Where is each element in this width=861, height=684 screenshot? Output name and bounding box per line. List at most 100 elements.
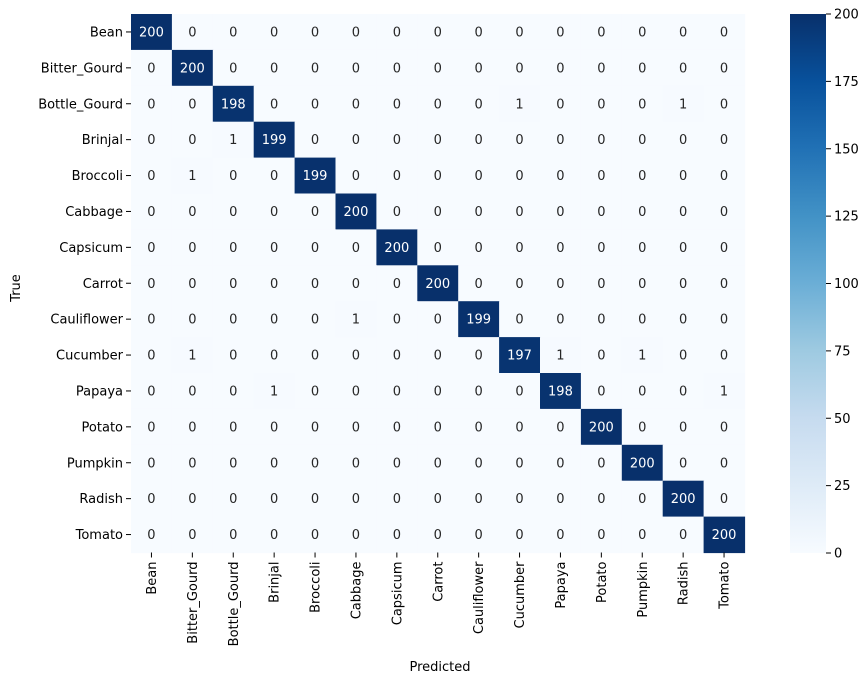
- heatmap-cell: [294, 85, 337, 123]
- heatmap-cell: [171, 516, 214, 554]
- heatmap-cell: [580, 265, 623, 302]
- cell-value-label: 200: [712, 528, 737, 543]
- heatmap-cell: [131, 516, 173, 554]
- y-tick-label: Brinjal: [82, 133, 123, 148]
- cell-value-label: 0: [720, 61, 728, 76]
- heatmap-cell: [580, 408, 623, 446]
- cell-value-label: 0: [393, 313, 401, 328]
- cell-value-label: 0: [352, 528, 360, 543]
- cell-value-label: 0: [475, 133, 483, 148]
- cell-value-label: 0: [188, 241, 196, 256]
- cell-value-label: 0: [352, 349, 360, 364]
- cell-value-label: 0: [188, 492, 196, 507]
- heatmap-cell: [376, 480, 418, 518]
- cell-value-label: 0: [393, 169, 401, 184]
- cell-value-label: 0: [597, 205, 605, 220]
- cell-value-label: 0: [475, 528, 483, 543]
- heatmap-cell: [171, 229, 214, 266]
- heatmap-cell: [417, 157, 459, 195]
- heatmap-cell: [703, 337, 746, 374]
- cell-value-label: 0: [188, 133, 196, 148]
- heatmap-cell: [253, 408, 296, 446]
- heatmap-cell: [540, 480, 582, 518]
- heatmap-cell: [253, 157, 296, 195]
- cell-value-label: 200: [344, 205, 369, 220]
- y-tick-label: Carrot: [83, 277, 123, 292]
- heatmap-cell: [253, 229, 296, 266]
- heatmap-cell: [335, 121, 377, 159]
- heatmap-cell: [662, 157, 705, 195]
- cell-value-label: 0: [434, 384, 442, 399]
- heatmap-cell: [212, 480, 255, 518]
- cell-value-label: 0: [720, 456, 728, 471]
- heatmap-cell: [662, 229, 705, 266]
- heatmap-cell: [458, 229, 500, 266]
- heatmap-cell: [662, 121, 705, 159]
- cell-value-label: 0: [393, 25, 401, 40]
- cell-value-label: 0: [229, 492, 237, 507]
- heatmap-cell: [417, 480, 459, 518]
- heatmap-cell: [417, 85, 459, 123]
- heatmap-cell: [458, 49, 500, 87]
- heatmap-cell: [335, 444, 377, 482]
- cell-value-label: 0: [229, 241, 237, 256]
- cell-value-label: 0: [188, 97, 196, 112]
- cell-value-label: 0: [638, 241, 646, 256]
- heatmap-cell: [212, 516, 255, 554]
- cell-value-label: 200: [180, 61, 205, 76]
- cell-value-label: 0: [679, 133, 687, 148]
- heatmap-cell: [131, 337, 173, 374]
- heatmap-cell: [580, 373, 623, 410]
- cell-value-label: 0: [720, 205, 728, 220]
- cell-value-label: 0: [515, 241, 523, 256]
- cell-value-label: 0: [147, 420, 155, 435]
- cell-value-label: 0: [147, 97, 155, 112]
- heatmap-cell: [662, 301, 705, 338]
- cell-value-label: 0: [597, 384, 605, 399]
- heatmap-cell: [621, 121, 664, 159]
- heatmap-cell: [540, 121, 582, 159]
- cell-value-label: 0: [434, 420, 442, 435]
- cell-value-label: 0: [393, 205, 401, 220]
- cell-value-label: 0: [434, 61, 442, 76]
- cell-value-label: 0: [393, 349, 401, 364]
- heatmap-cell: [540, 408, 582, 446]
- heatmap-cell: [662, 265, 705, 302]
- cell-value-label: 0: [597, 133, 605, 148]
- cell-value-label: 0: [597, 97, 605, 112]
- cell-value-label: 0: [434, 241, 442, 256]
- heatmap-cell: [540, 301, 582, 338]
- heatmap-cell: [294, 301, 337, 338]
- heatmap-cell: [703, 121, 746, 159]
- heatmap-cell: [417, 121, 459, 159]
- heatmap-cell: [540, 265, 582, 302]
- cell-value-label: 0: [270, 313, 278, 328]
- heatmap-cells: [131, 14, 746, 554]
- heatmap-cell: [212, 408, 255, 446]
- heatmap-cell: [376, 14, 418, 51]
- heatmap-cell: [212, 337, 255, 374]
- cell-value-label: 0: [393, 97, 401, 112]
- heatmap-cell: [171, 480, 214, 518]
- cell-value-label: 0: [188, 420, 196, 435]
- heatmap-cell: [703, 14, 746, 51]
- cell-value-label: 0: [311, 97, 319, 112]
- heatmap-cell: [703, 85, 746, 123]
- heatmap-cell: [335, 85, 377, 123]
- cell-value-label: 0: [556, 25, 564, 40]
- heatmap-cell: [376, 157, 418, 195]
- colorbar-tick-label: 100: [834, 277, 859, 292]
- cell-value-label: 0: [352, 97, 360, 112]
- colorbar-tick-label: 0: [834, 547, 842, 562]
- heatmap-cell: [499, 157, 541, 195]
- heatmap-cell: [580, 14, 623, 51]
- heatmap-cell: [335, 49, 377, 87]
- heatmap-cell: [417, 229, 459, 266]
- heatmap-cell: [580, 229, 623, 266]
- cell-value-label: 1: [556, 349, 564, 364]
- y-tick-label: Bottle_Gourd: [38, 97, 123, 112]
- heatmap-cell: [171, 14, 214, 51]
- cell-value-label: 0: [475, 97, 483, 112]
- heatmap-cell: [703, 229, 746, 266]
- cell-value-label: 0: [147, 456, 155, 471]
